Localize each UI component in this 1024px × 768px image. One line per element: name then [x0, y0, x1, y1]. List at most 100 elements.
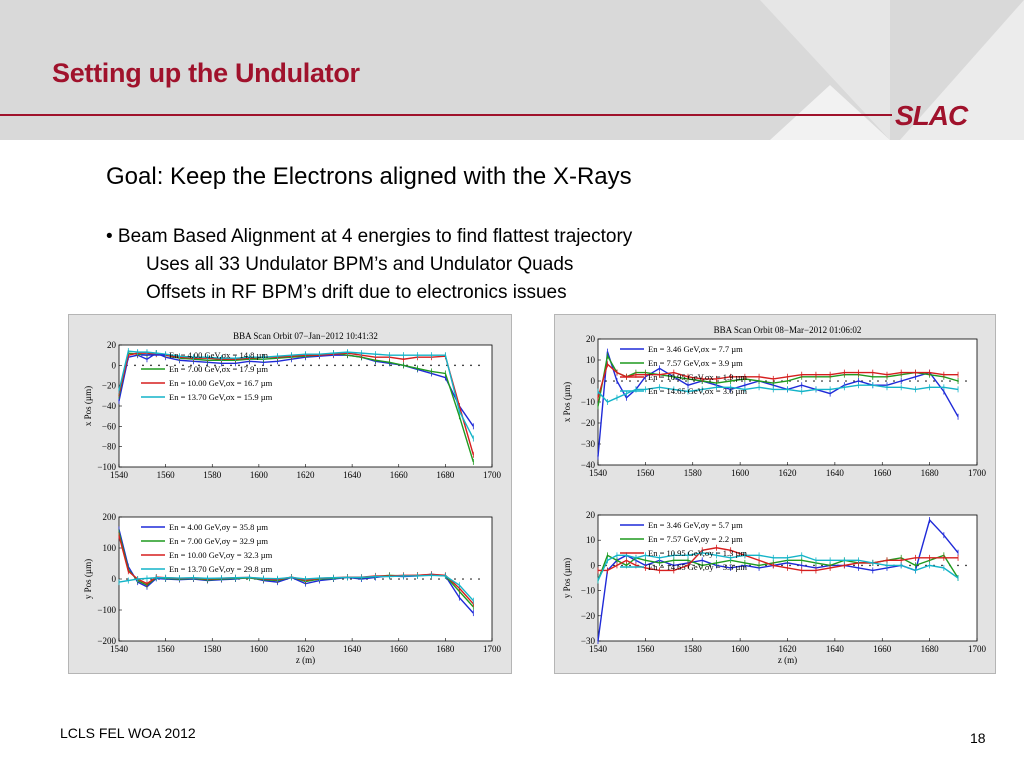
page-number: 18	[970, 730, 986, 746]
reference-dot	[941, 564, 943, 567]
legend-entry: En = 4.00 GeV,σy = 35.8 µm	[169, 522, 268, 532]
reference-dot	[781, 564, 783, 567]
x-tick-label: 1580	[203, 470, 222, 480]
reference-dot	[709, 564, 711, 567]
x-tick-label: 1660	[390, 470, 409, 480]
x-tick-label: 1560	[636, 468, 655, 478]
reference-dot	[318, 364, 320, 367]
reference-dot	[861, 564, 863, 567]
reference-dot	[917, 380, 919, 382]
reference-dot	[478, 578, 480, 580]
reference-dot	[462, 578, 464, 580]
series-line	[118, 350, 474, 439]
y-tick-label: 20	[586, 334, 596, 344]
chart-1: 1540 1560 1580 1600 1620 1640 1660 1680 1700 −200…	[83, 512, 502, 665]
reference-dot	[885, 380, 887, 382]
reference-dot	[765, 564, 767, 567]
reference-dot	[190, 364, 192, 367]
reference-dot	[733, 564, 735, 567]
slac-logo: SLAC	[895, 100, 968, 131]
reference-dot	[677, 380, 679, 382]
x-tick-label: 1640	[826, 468, 845, 478]
reference-dot	[126, 578, 128, 580]
x-tick-label: 1560	[157, 644, 176, 654]
y-tick-label: −20	[581, 611, 596, 621]
plot-area	[597, 514, 978, 642]
legend-entry: En = 7.57 GeV,σy = 2.2 µm	[648, 534, 743, 544]
reference-dot	[869, 380, 871, 382]
reference-dot	[629, 380, 631, 382]
reference-dot	[653, 380, 655, 382]
x-tick-label: 1540	[110, 470, 129, 480]
reference-dot	[805, 380, 807, 382]
reference-dot	[621, 564, 623, 567]
legend-entry: En = 10.00 GeV,σy = 32.3 µm	[169, 550, 273, 560]
y-tick-label: −40	[102, 401, 117, 411]
y-tick-label: −20	[581, 418, 596, 428]
y-tick-label: −80	[102, 442, 117, 452]
reference-dot	[877, 564, 879, 567]
reference-dot	[382, 364, 384, 367]
reference-dot	[949, 380, 951, 382]
y-axis-label: y Pos (µm)	[562, 558, 572, 598]
bullet-item: • Beam Based Alignment at 4 energies to …	[106, 226, 633, 247]
y-tick-label: −30	[581, 439, 596, 449]
chart-title: BBA Scan Orbit 08−Mar−2012 01:06:02	[714, 325, 862, 335]
legend-entry: En = 14.65 GeV,σx = 3.6 µm	[648, 386, 747, 396]
y-tick-label: −200	[97, 636, 116, 646]
series-line	[597, 518, 959, 642]
reference-dot	[246, 364, 248, 367]
y-tick-label: 100	[103, 543, 117, 553]
y-tick-label: 20	[107, 340, 117, 350]
goal-heading: Goal: Keep the Electrons aligned with th…	[106, 163, 632, 190]
x-tick-label: 1600	[731, 468, 750, 478]
reference-dot	[462, 364, 464, 367]
reference-dot	[965, 564, 967, 567]
reference-dot	[925, 564, 927, 567]
reference-dot	[254, 364, 256, 367]
reference-dot	[350, 364, 352, 367]
reference-dot	[853, 380, 855, 382]
reference-dot	[342, 364, 344, 367]
series-line	[597, 552, 959, 581]
reference-dot	[669, 380, 671, 382]
reference-dot	[454, 364, 456, 367]
reference-dot	[470, 364, 472, 367]
reference-dot	[326, 364, 328, 367]
reference-dot	[302, 364, 304, 367]
header-decoration	[770, 85, 890, 140]
x-tick-label: 1540	[110, 644, 129, 654]
reference-dot	[621, 380, 623, 382]
x-tick-label: 1620	[779, 644, 798, 654]
x-tick-label: 1580	[203, 644, 222, 654]
reference-dot	[214, 364, 216, 367]
reference-dot	[685, 380, 687, 382]
reference-dot	[198, 364, 200, 367]
reference-dot	[406, 578, 408, 580]
legend-entry: En = 10.00 GeV,σx = 16.7 µm	[169, 378, 273, 388]
orbit-figure-left: BBA Scan Orbit 07−Jan−2012 10:41:32 1540 1…	[68, 314, 512, 674]
y-tick-label: −100	[97, 605, 116, 615]
reference-dot	[478, 364, 480, 367]
x-tick-label: 1580	[684, 468, 703, 478]
x-tick-label: 1700	[968, 468, 987, 478]
reference-dot	[230, 364, 232, 367]
x-tick-label: 1660	[873, 468, 892, 478]
x-tick-label: 1560	[636, 644, 655, 654]
reference-dot	[965, 380, 967, 382]
reference-dot	[925, 380, 927, 382]
reference-dot	[725, 564, 727, 567]
y-axis-label: y Pos (µm)	[83, 559, 93, 599]
x-tick-label: 1700	[483, 470, 502, 480]
orbit-figure-right: BBA Scan Orbit 08−Mar−2012 01:06:02 1540 1…	[554, 314, 996, 674]
reference-dot	[853, 564, 855, 567]
y-tick-label: 10	[586, 535, 596, 545]
reference-dot	[438, 578, 440, 580]
x-tick-label: 1560	[157, 470, 176, 480]
reference-dot	[629, 564, 631, 567]
x-tick-label: 1620	[297, 470, 316, 480]
reference-dot	[438, 364, 440, 367]
bullet-list: • Beam Based Alignment at 4 energies to …	[106, 223, 632, 307]
y-tick-label: 0	[112, 360, 117, 370]
reference-dot	[845, 380, 847, 382]
